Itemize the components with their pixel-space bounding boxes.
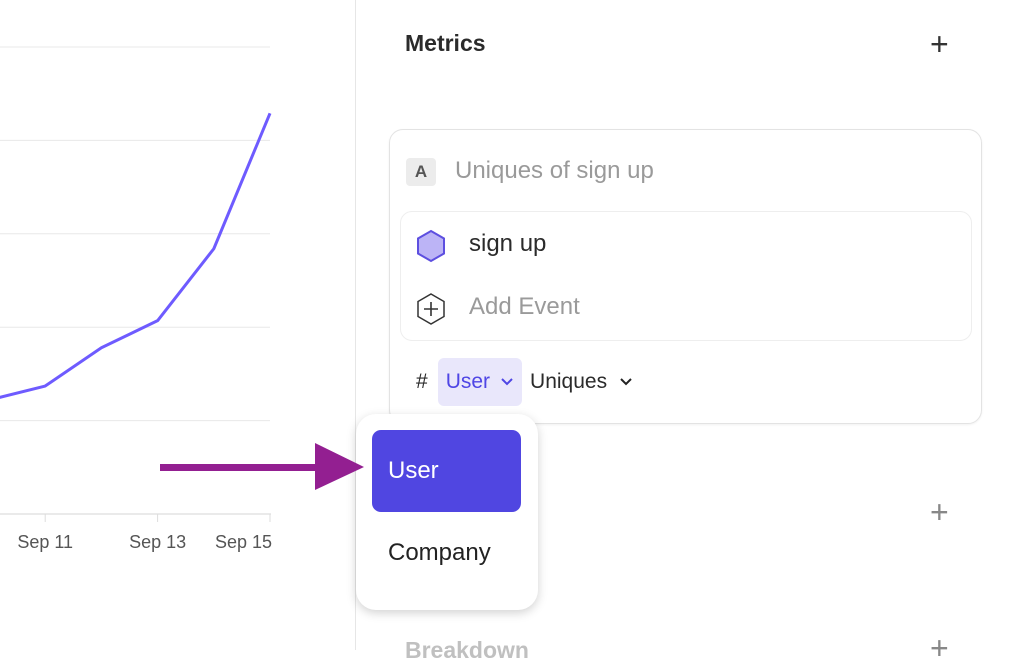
add-event-button[interactable]: Add Event	[469, 293, 580, 320]
metric-badge: A	[406, 158, 436, 186]
hash-icon: #	[416, 370, 428, 393]
line-chart: Sep 11 Sep 13 Sep 15	[0, 46, 272, 552]
aggregation-select[interactable]: Uniques	[530, 370, 633, 394]
chevron-down-icon	[501, 378, 513, 386]
panel-divider	[355, 0, 356, 650]
series-line	[0, 112, 272, 399]
x-tick-label: Sep 15	[215, 532, 272, 552]
events-list: sign up Add Event	[400, 211, 972, 341]
x-tick-label: Sep 11	[17, 532, 73, 552]
metrics-title: Metrics	[405, 30, 486, 56]
entity-dropdown: User Company	[356, 414, 538, 610]
entity-value: User	[445, 370, 491, 393]
x-tick-label: Sep 13	[129, 532, 186, 552]
hexagon-plus-icon[interactable]	[415, 292, 447, 326]
option-user[interactable]: User	[372, 430, 521, 512]
chevron-down-icon	[620, 378, 632, 386]
metric-card: A Uniques of sign up sign up Add Event #…	[389, 129, 982, 424]
event-sign-up[interactable]: sign up	[469, 230, 547, 257]
aggregation-value: Uniques	[530, 370, 608, 393]
metric-name[interactable]: Uniques of sign up	[455, 157, 654, 184]
option-company[interactable]: Company	[388, 539, 491, 566]
aggregation-row: # User Uniques	[416, 358, 633, 406]
hexagon-icon	[417, 229, 445, 263]
add-filter-button[interactable]: +	[930, 494, 949, 530]
add-breakdown-button[interactable]: +	[930, 630, 949, 666]
add-metric-button[interactable]: +	[930, 26, 949, 62]
entity-select[interactable]: User	[437, 358, 523, 406]
annotation-arrow-icon	[160, 443, 364, 490]
breakdown-title: Breakdown	[405, 637, 529, 663]
